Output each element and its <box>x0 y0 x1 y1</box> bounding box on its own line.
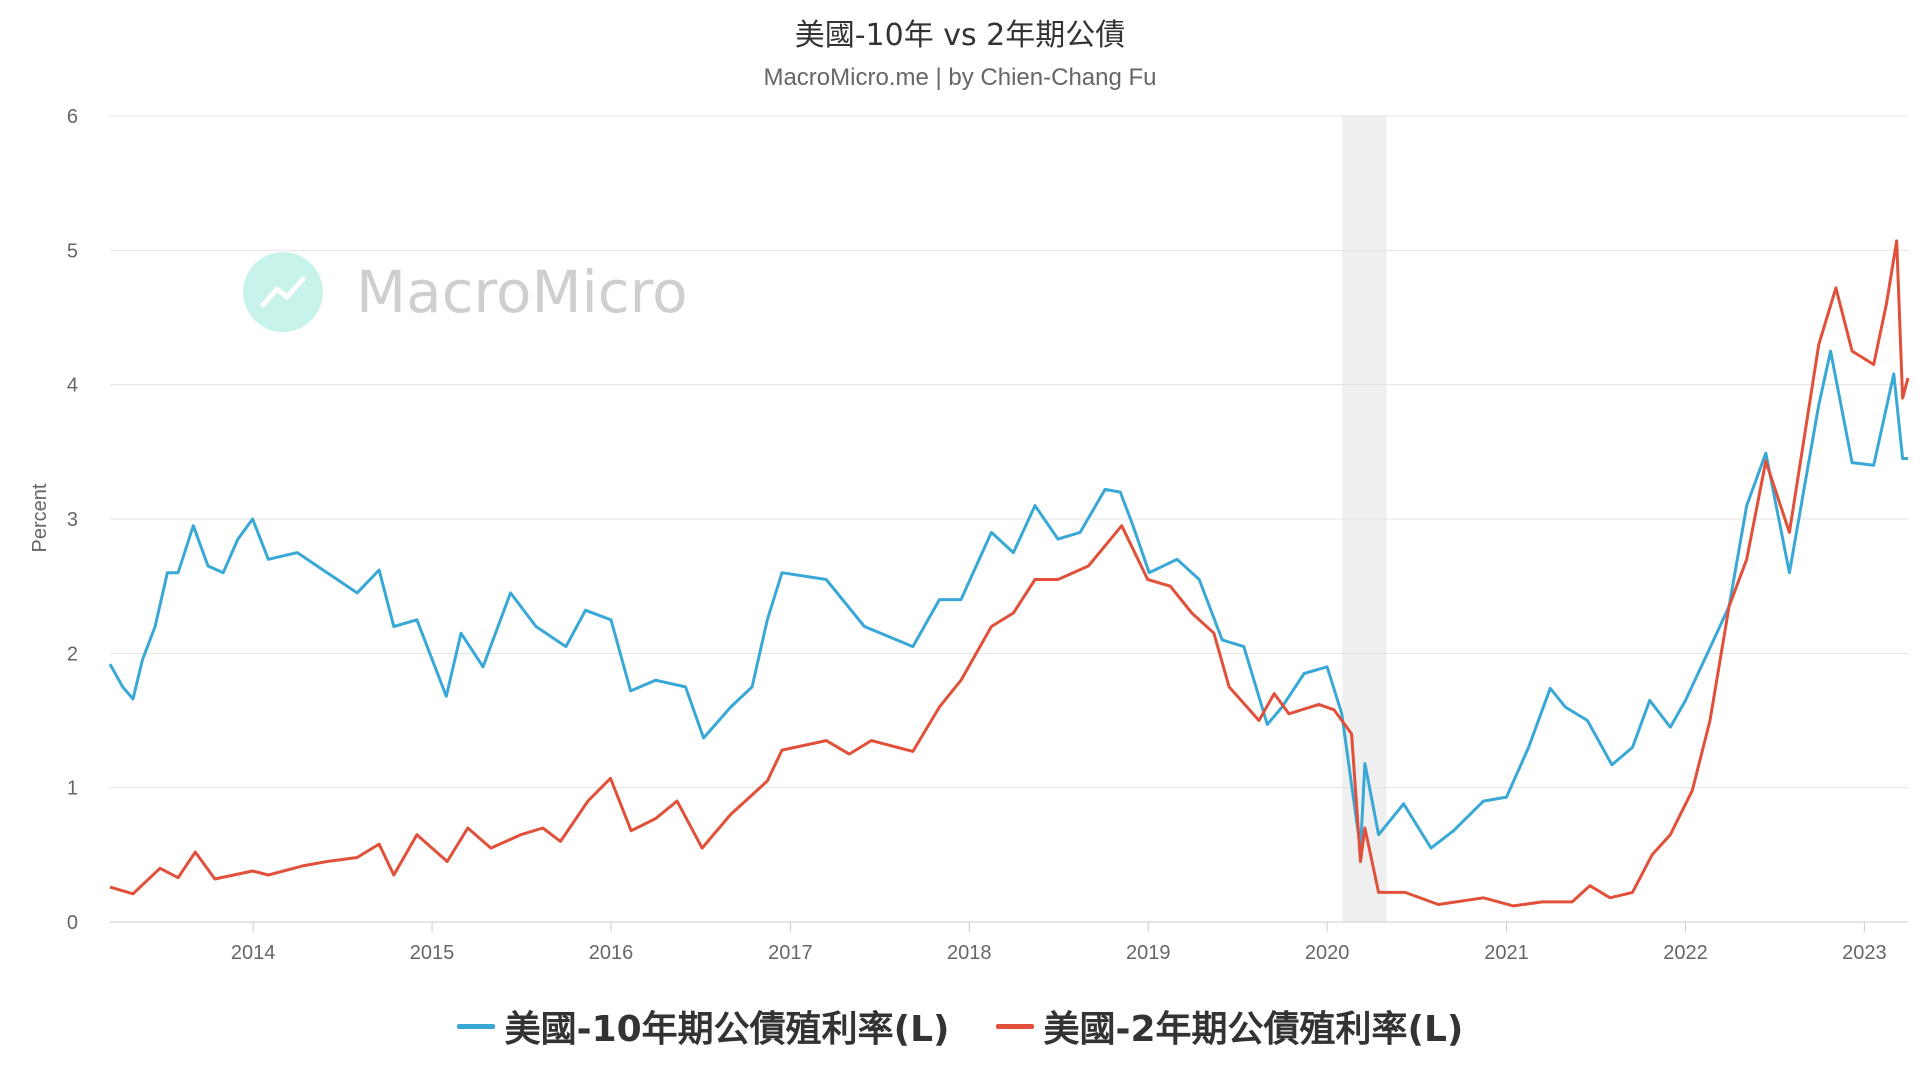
y-tick-label: 6 <box>67 106 78 128</box>
series-line-2y[interactable] <box>109 239 1910 908</box>
chart-subtitle: MacroMicro.me | by Chien-Chang Fu <box>763 64 1157 91</box>
x-tick-label: 2014 <box>231 942 276 964</box>
y-tick-label: 0 <box>67 912 78 934</box>
legend-label-2y: 美國-2年期公債殖利率(L) <box>1043 1009 1464 1050</box>
y-tick-label: 4 <box>67 375 78 397</box>
plot-area: MacroMicro 0 1 2 3 4 5 6 2014 2015 2016 2017 2018 2… <box>29 106 1910 964</box>
y-tick-label: 5 <box>67 240 78 262</box>
y-tick-label: 3 <box>67 509 78 531</box>
x-tick-label: 2020 <box>1305 942 1350 964</box>
watermark-text: MacroMicro <box>356 258 688 326</box>
x-tick-label: 2021 <box>1484 942 1529 964</box>
x-tick-label: 2016 <box>589 942 634 964</box>
series-line-10y[interactable] <box>108 349 1908 851</box>
chart-title: 美國-10年 vs 2年期公債 <box>794 18 1126 53</box>
x-tick-label: 2019 <box>1126 942 1171 964</box>
legend-swatch-2y <box>995 1023 1034 1029</box>
watermark-logo-trend-icon <box>260 276 306 308</box>
legend-item-10y[interactable]: 美國-10年期公債殖利率(L) <box>456 1000 950 1052</box>
legend-label-10y: 美國-10年期公債殖利率(L) <box>504 1009 950 1050</box>
legend: 美國-10年期公債殖利率(L) 美國-2年期公債殖利率(L) <box>0 1000 1920 1052</box>
legend-swatch-10y <box>456 1023 495 1029</box>
x-tick-label: 2018 <box>947 942 992 964</box>
x-tick-label: 2015 <box>410 942 455 964</box>
watermark: MacroMicro <box>243 252 688 332</box>
y-axis-title: Percent <box>29 483 51 552</box>
legend-item-2y[interactable]: 美國-2年期公債殖利率(L) <box>995 1000 1464 1052</box>
x-tick-label: 2023 <box>1842 942 1887 964</box>
y-tick-label: 2 <box>67 643 78 665</box>
x-tick-label: 2017 <box>768 942 813 964</box>
y-tick-label: 1 <box>67 778 78 800</box>
x-tick-label: 2022 <box>1663 942 1708 964</box>
